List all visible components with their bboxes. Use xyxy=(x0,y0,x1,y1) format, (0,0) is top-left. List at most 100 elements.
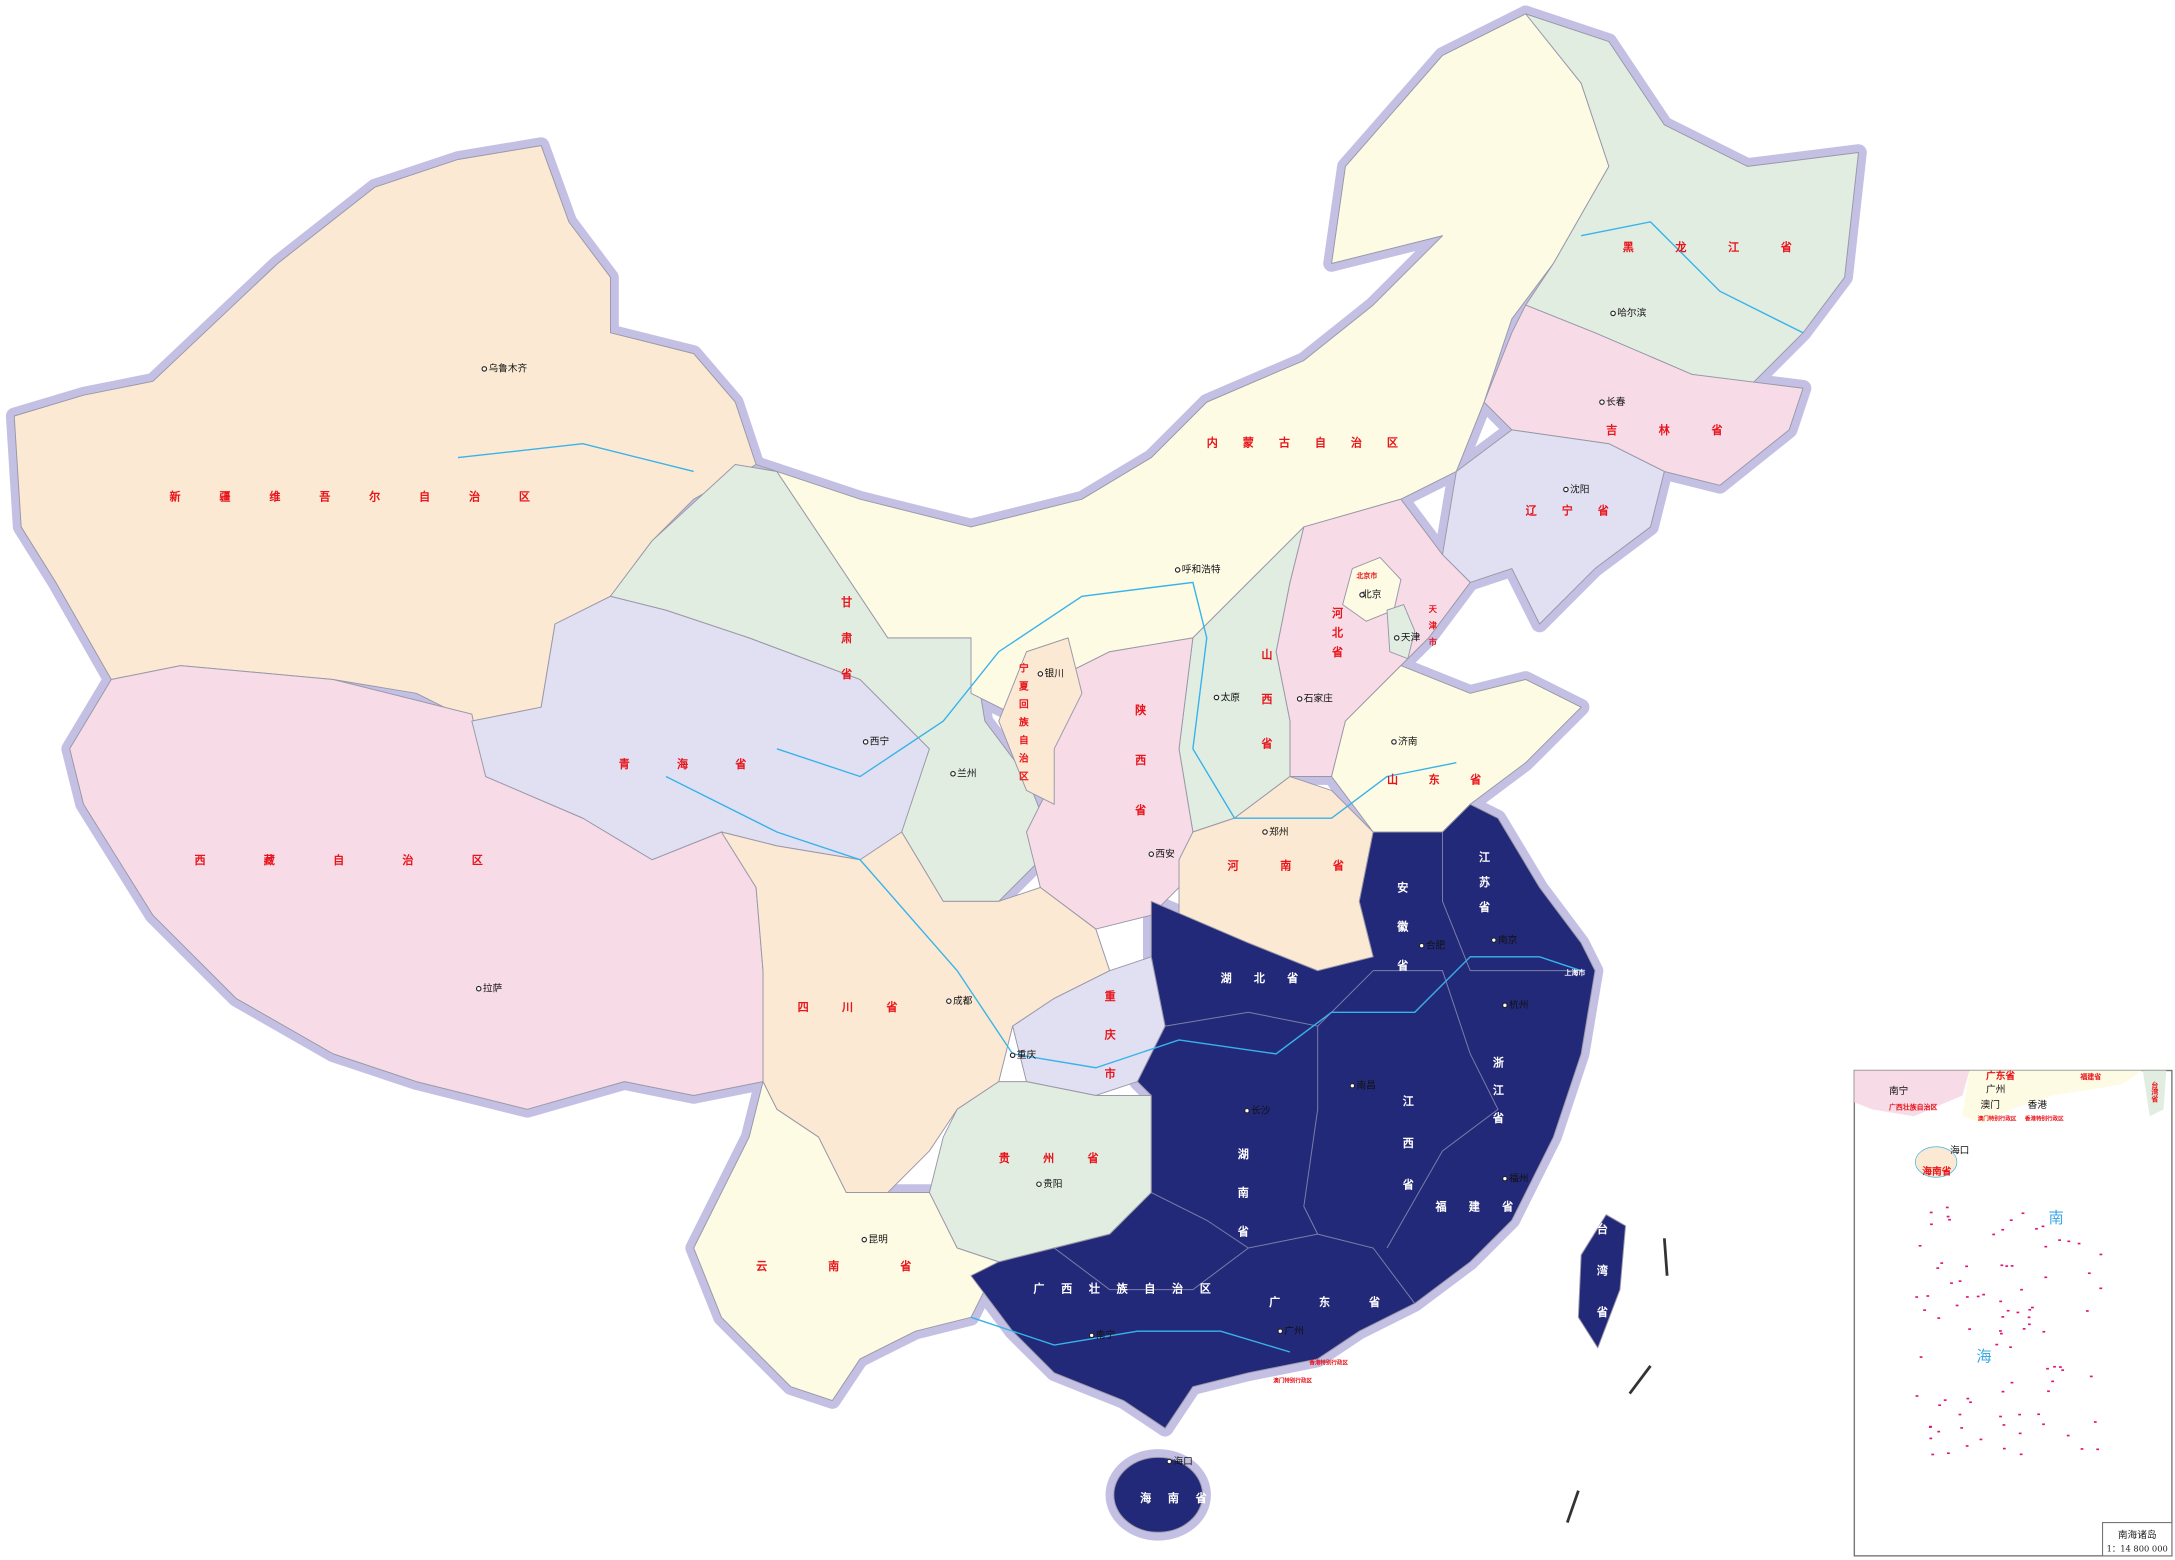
island-mark xyxy=(1969,1401,1972,1404)
island-mark xyxy=(1966,1397,1970,1400)
label-jiangsu: 江苏省 xyxy=(1478,850,1492,926)
city-dot-icon xyxy=(1491,937,1497,943)
city-markers: 乌鲁木齐拉萨西宁兰州银川呼和浩特北京天津石家庄太原济南郑州西安成都重庆贵阳昆明南… xyxy=(475,306,1647,1467)
city-label: 成都 xyxy=(953,995,973,1007)
highlight-internal-borders xyxy=(1053,832,1582,1304)
city-label: 南京 xyxy=(1498,933,1518,946)
city-label: 重庆 xyxy=(1017,1048,1037,1061)
label-chongqing: 重庆市 xyxy=(1103,989,1117,1107)
city-label: 乌鲁木齐 xyxy=(488,362,527,375)
city-dot-icon xyxy=(1148,851,1155,857)
island-mark xyxy=(2099,1287,2103,1290)
city-dot-icon xyxy=(1610,310,1616,317)
city-label: 兰州 xyxy=(957,767,976,780)
island-mark xyxy=(2067,1240,2071,1243)
island-mark xyxy=(2010,1265,2014,1267)
inset-label-hainan: 海南省 xyxy=(1922,1165,1951,1178)
city-label: 天津 xyxy=(1401,632,1421,644)
island-mark xyxy=(1999,1300,2003,1303)
label-anhui: 安徽省 xyxy=(1396,881,1410,999)
island-mark xyxy=(2001,1390,2005,1393)
label-tianjin: 天津市 xyxy=(1428,605,1438,655)
city-label: 石家庄 xyxy=(1304,692,1333,705)
island-mark xyxy=(2009,1219,2013,1222)
city-dot-icon xyxy=(1391,739,1397,745)
island-mark xyxy=(2099,1253,2103,1256)
island-mark xyxy=(1965,1445,1969,1447)
island-mark xyxy=(2006,1309,2010,1312)
island-mark xyxy=(1999,1415,2002,1418)
island-mark xyxy=(2093,1421,2097,1423)
island-mark xyxy=(1930,1223,1933,1226)
city-dot-icon xyxy=(1563,486,1569,493)
inset-label-taiwan: 台湾省 xyxy=(2150,1081,2159,1104)
province-liaoning[interactable] xyxy=(1441,429,1666,625)
island-mark xyxy=(2085,1310,2089,1312)
label-hebei: 河北省 xyxy=(1331,606,1345,665)
island-mark xyxy=(2077,1242,2081,1245)
label-hainan: 海南省 xyxy=(1140,1491,1223,1505)
inset-label-haikou: 海口 xyxy=(1950,1144,1969,1157)
label-shanghai: 上海市 xyxy=(1565,968,1586,977)
island-mark xyxy=(2051,1380,2054,1383)
island-mark xyxy=(1928,1426,1932,1428)
island-mark xyxy=(1976,1295,1980,1298)
island-mark xyxy=(1958,1413,1962,1416)
city-dot-icon xyxy=(1502,1175,1508,1182)
island-mark xyxy=(1982,1293,1986,1296)
city-dot-icon xyxy=(1036,1181,1042,1187)
island-mark xyxy=(1999,1332,2003,1335)
city-label: 合肥 xyxy=(1426,938,1446,951)
rivers xyxy=(457,221,1804,1353)
city-dot-icon xyxy=(946,998,952,1004)
label-jilin: 吉林省 xyxy=(1606,423,1764,437)
label-hubei: 湖北省 xyxy=(1221,971,1321,985)
label-shanxi: 山西省 xyxy=(1260,648,1274,782)
city-dot-icon xyxy=(1174,567,1181,573)
island-mark xyxy=(2059,1366,2062,1368)
island-mark xyxy=(2020,1288,2023,1291)
island-mark xyxy=(1919,1356,1923,1358)
inset-label-guangdong: 广东省 xyxy=(1986,1069,2015,1082)
island-mark xyxy=(1915,1296,1919,1298)
inset-label-hongkong-sar: 香港特别行政区 xyxy=(2024,1114,2064,1122)
province-inner-mongolia[interactable] xyxy=(755,13,1610,722)
island-mark xyxy=(2005,1265,2009,1267)
label-guangdong: 广东省 xyxy=(1269,1295,1419,1309)
island-mark xyxy=(1965,1265,1968,1268)
city-label: 呼和浩特 xyxy=(1182,564,1221,576)
city-dot-icon xyxy=(1502,1002,1508,1009)
island-mark xyxy=(1923,1309,1926,1311)
island-mark xyxy=(2042,1330,2046,1333)
island-mark xyxy=(2046,1367,2049,1370)
island-mark xyxy=(1947,1452,1950,1455)
island-mark xyxy=(1995,1343,1999,1346)
island-mark xyxy=(2044,1245,2048,1248)
island-mark xyxy=(2028,1323,2031,1326)
island-mark xyxy=(2058,1239,2061,1241)
island-mark xyxy=(1936,1267,1940,1269)
island-mark xyxy=(1937,1317,1941,1319)
island-mark xyxy=(2021,1212,2025,1215)
island-mark xyxy=(2027,1316,2031,1319)
island-mark xyxy=(1938,1404,1942,1407)
label-shaanxi: 陕西省 xyxy=(1134,703,1148,854)
label-jiangxi: 江西省 xyxy=(1401,1094,1415,1220)
label-hongkong: 香港特别行政区 xyxy=(1308,1358,1348,1366)
island-mark xyxy=(2002,1424,2006,1426)
island-mark xyxy=(2000,1264,2004,1267)
island-mark xyxy=(2018,1413,2021,1416)
city-label: 长春 xyxy=(1606,396,1626,408)
inset-label-guangxi: 广西壮族自治区 xyxy=(1889,1102,1938,1111)
city-dot-icon xyxy=(861,1236,868,1243)
island-mark xyxy=(1992,1233,1996,1236)
island-mark xyxy=(1945,1206,1949,1209)
island-mark xyxy=(2041,1225,2045,1228)
island-mark xyxy=(1948,1218,1951,1221)
city-dot-icon xyxy=(1262,829,1268,835)
island-mark xyxy=(2047,1390,2050,1393)
city-dot-icon xyxy=(1393,635,1400,641)
island-mark xyxy=(2001,1228,2005,1231)
city-label: 海口 xyxy=(1173,1454,1192,1467)
label-qinghai: 青海省 xyxy=(619,757,794,771)
